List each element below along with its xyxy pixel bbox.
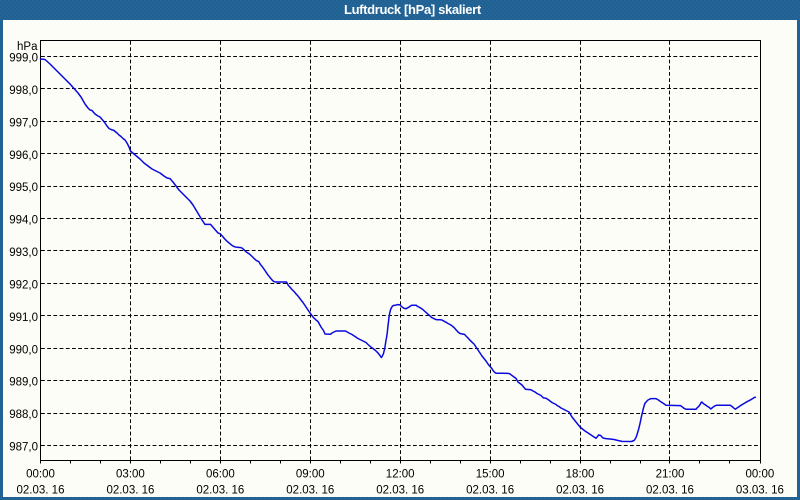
svg-text:995,0: 995,0 (9, 182, 38, 194)
svg-text:988,0: 988,0 (9, 409, 38, 421)
svg-text:998,0: 998,0 (9, 85, 38, 97)
svg-text:03.03. 16: 03.03. 16 (736, 485, 784, 497)
svg-text:12:00: 12:00 (386, 469, 415, 481)
svg-text:03:00: 03:00 (116, 469, 145, 481)
svg-text:02.03. 16: 02.03. 16 (376, 485, 424, 497)
svg-text:990,0: 990,0 (9, 344, 38, 356)
svg-text:02.03. 16: 02.03. 16 (17, 485, 65, 497)
svg-text:02.03. 16: 02.03. 16 (286, 485, 334, 497)
svg-text:989,0: 989,0 (9, 377, 38, 389)
svg-text:991,0: 991,0 (9, 312, 38, 324)
svg-text:02.03. 16: 02.03. 16 (466, 485, 514, 497)
svg-text:18:00: 18:00 (566, 469, 595, 481)
svg-text:21:00: 21:00 (656, 469, 685, 481)
svg-text:hPa: hPa (17, 41, 38, 53)
svg-text:15:00: 15:00 (476, 469, 505, 481)
svg-text:987,0: 987,0 (9, 442, 38, 454)
svg-text:02.03. 16: 02.03. 16 (106, 485, 154, 497)
svg-text:02.03. 16: 02.03. 16 (556, 485, 604, 497)
svg-text:996,0: 996,0 (9, 150, 38, 162)
svg-text:09:00: 09:00 (296, 469, 325, 481)
svg-text:997,0: 997,0 (9, 117, 38, 129)
svg-text:993,0: 993,0 (9, 247, 38, 259)
svg-text:992,0: 992,0 (9, 279, 38, 291)
svg-text:02.03. 16: 02.03. 16 (196, 485, 244, 497)
svg-text:06:00: 06:00 (206, 469, 235, 481)
svg-text:02.03. 16: 02.03. 16 (646, 485, 694, 497)
svg-text:994,0: 994,0 (9, 215, 38, 227)
svg-text:00:00: 00:00 (26, 469, 55, 481)
svg-text:00:00: 00:00 (746, 469, 775, 481)
svg-text:999,0: 999,0 (9, 53, 38, 65)
